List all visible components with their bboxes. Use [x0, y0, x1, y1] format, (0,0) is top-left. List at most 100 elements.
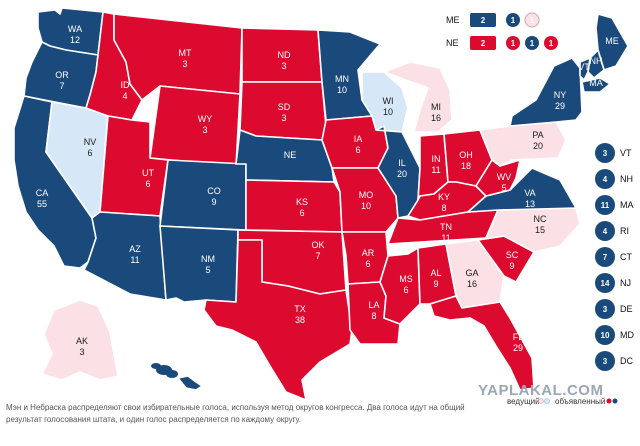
small-state-votes: 11	[601, 201, 610, 210]
state-label-wy: WY 3	[198, 114, 213, 135]
state-label-wi: WI 10	[383, 96, 394, 117]
split-circle-me-2	[524, 12, 540, 28]
small-state-code: NJ	[620, 278, 631, 288]
state-label-ut: UT 6	[142, 168, 154, 189]
state-az	[83, 211, 167, 301]
state-ks	[245, 179, 343, 233]
state-label-me: ME	[605, 36, 619, 46]
hawaii-island-2	[166, 370, 178, 378]
small-state-code: CT	[620, 252, 632, 262]
state-label-ak: AK 3	[76, 336, 88, 357]
small-state-circle-vt	[595, 143, 615, 163]
state-label-id: ID 4	[121, 80, 131, 101]
state-label-or: OR 7	[55, 70, 69, 91]
split-circle-votes: 1	[530, 39, 535, 48]
state-label-va: VA 13	[524, 188, 535, 209]
small-state-code: RI	[620, 226, 629, 236]
split-circle-ne-2	[525, 36, 539, 50]
legend-called-rep-dot	[606, 398, 612, 404]
state-wy	[149, 85, 241, 167]
small-state-votes: 10	[601, 331, 610, 340]
state-label-fl: FL 29	[513, 332, 524, 353]
state-mi	[383, 61, 453, 133]
small-state-votes: 3	[603, 357, 608, 366]
state-label-al: AL 9	[430, 268, 441, 289]
small-state-circle-nj	[595, 273, 615, 293]
split-circle-votes: 1	[511, 16, 516, 25]
small-state-circle-de	[595, 299, 615, 319]
state-label-pa: PA 20	[532, 130, 543, 151]
footnote: Мэн и Небраска распределяют свои избират…	[6, 403, 465, 424]
state-label-ca: CA 55	[36, 188, 49, 209]
state-label-ne: NE	[284, 150, 297, 160]
small-state-code: VT	[620, 148, 632, 158]
state-label-il: IL 20	[397, 158, 407, 179]
state-labels-layer: WA 12 OR 7 CA 55 NV 6 ID 4 MT 3 WY 3 UT 6 AZ 11 CO 9 NM 5 ND 3 S…	[36, 24, 619, 403]
split-circle-ne-3	[544, 36, 558, 50]
legend-leading-label: ведущий	[507, 397, 540, 406]
state-label-oh: OH 18	[459, 150, 473, 171]
state-label-ma: MA	[589, 78, 603, 88]
state-label-nv: NV 6	[84, 137, 97, 158]
legend-leading-rep-dot	[538, 398, 544, 404]
watermark: YAPLAKAL.COM	[478, 382, 604, 399]
state-label-ny: NY 29	[554, 90, 567, 111]
state-hi	[177, 375, 203, 391]
state-label-nc: NC 15	[534, 214, 547, 235]
split-box-ne	[470, 36, 496, 50]
state-ak	[41, 299, 119, 381]
state-label-ky: KY 8	[438, 192, 450, 213]
state-nm	[159, 225, 239, 303]
split-circle-votes: 1	[511, 39, 516, 48]
small-state-code: NH	[620, 174, 633, 184]
state-label-hi: HI 4	[174, 382, 183, 403]
state-label-nh: NH	[590, 56, 603, 66]
state-label-wa: WA 12	[68, 24, 82, 45]
state-label-tx: TX 38	[294, 304, 306, 325]
state-ny	[509, 57, 583, 127]
small-state-votes: 3	[603, 305, 608, 314]
small-state-votes: 4	[603, 227, 608, 236]
split-label-me: ME	[446, 15, 460, 25]
small-state-votes: 14	[601, 279, 610, 288]
state-label-ok: OK 7	[311, 240, 324, 261]
state-label-sc: SC 9	[506, 250, 519, 271]
state-label-co: CO 9	[207, 186, 221, 207]
state-label-mn: MN 10	[335, 74, 349, 95]
state-label-nm: NM 5	[201, 254, 215, 275]
state-label-ms: MS 6	[399, 274, 413, 295]
small-state-circle-ct	[595, 247, 615, 267]
small-state-votes: 4	[603, 175, 608, 184]
state-label-tn: TN 11	[440, 222, 452, 243]
state-label-la: LA 8	[368, 300, 379, 321]
state-ms	[379, 247, 421, 325]
state-label-vt: VT	[578, 62, 590, 72]
split-box-votes: 2	[481, 39, 486, 48]
legend: ведущий объявленный	[507, 397, 618, 406]
state-pa	[479, 121, 567, 167]
state-label-in: IN 11	[431, 154, 440, 175]
split-box-me	[470, 13, 496, 27]
legend-called-dem-dot	[612, 398, 618, 404]
state-label-az: AZ 11	[129, 244, 141, 265]
state-label-sd: SD 3	[278, 102, 291, 123]
state-vt	[579, 57, 591, 81]
small-state-code: DE	[620, 304, 633, 314]
small-state-circle-ma	[595, 195, 615, 215]
state-label-ia: IA 6	[354, 134, 363, 155]
split-circle-me-1	[506, 13, 520, 27]
hawaii-island-3	[151, 363, 161, 369]
small-state-circle-dc	[595, 351, 615, 371]
state-label-nd: ND 3	[278, 50, 291, 71]
legend-called-label: объявленный	[555, 397, 605, 406]
state-tx	[203, 239, 353, 401]
state-label-mt: MT 3	[179, 48, 192, 69]
small-state-code: DC	[620, 356, 633, 366]
split-circle-ne-1	[506, 36, 520, 50]
small-state-code: MD	[620, 330, 634, 340]
split-circle-votes: 1	[530, 16, 535, 25]
state-me	[595, 13, 629, 71]
small-state-code: MA	[620, 200, 634, 210]
split-circle-votes: 1	[549, 39, 554, 48]
state-co	[159, 159, 247, 231]
